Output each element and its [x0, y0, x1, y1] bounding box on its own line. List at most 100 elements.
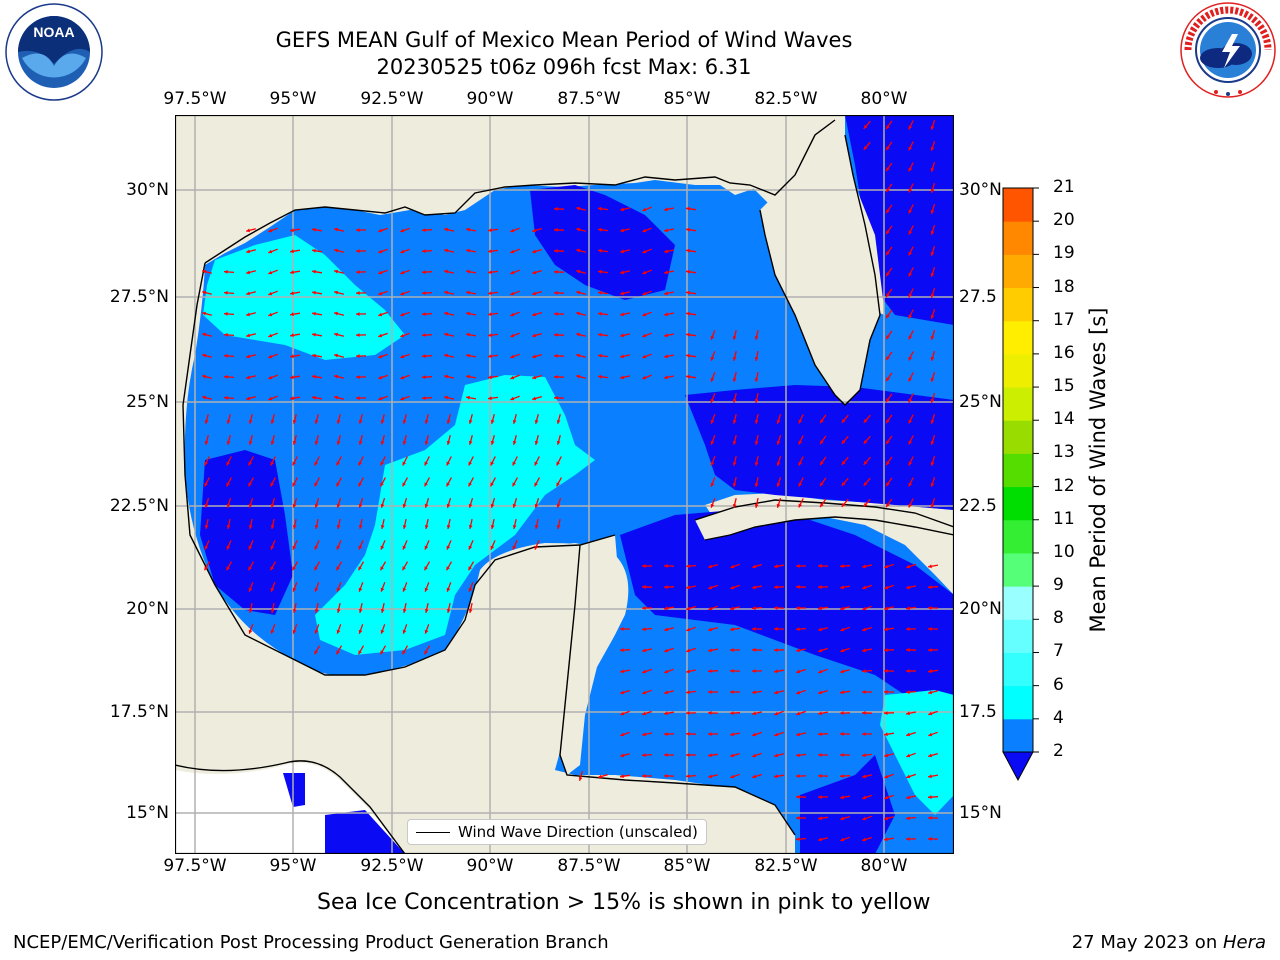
wind-wave-arrowhead — [402, 587, 407, 592]
wind-wave-arrowhead — [886, 230, 890, 235]
wind-wave-arrowhead — [358, 566, 362, 571]
wind-wave-arrowhead — [620, 354, 624, 359]
wind-wave-arrowhead — [798, 440, 803, 445]
wind-wave-arrowhead — [400, 291, 405, 296]
wind-wave-arrowhead — [906, 753, 911, 758]
wind-wave-arrowhead — [730, 711, 734, 715]
wind-wave-arrowhead — [886, 461, 890, 466]
wind-wave-arrowhead — [708, 627, 713, 632]
wind-wave-arrowhead — [886, 356, 890, 361]
wind-wave-arrowhead — [598, 290, 602, 295]
wind-wave-arrowhead — [292, 440, 297, 445]
wind-wave-arrowhead — [248, 482, 252, 487]
wind-wave-arrowhead — [202, 395, 206, 400]
wind-wave-arrowhead — [336, 482, 340, 487]
wind-wave-arrowhead — [466, 290, 470, 295]
wind-wave-arrowhead — [488, 291, 492, 296]
wind-wave-arrowhead — [886, 209, 890, 214]
wind-wave-arrowhead — [576, 269, 580, 274]
wind-wave-arrowhead — [796, 648, 800, 653]
wind-wave-arrowhead — [554, 396, 558, 400]
wind-wave-arrowhead — [752, 648, 756, 652]
wind-wave-arrowhead — [446, 482, 450, 487]
wind-wave-arrowhead — [686, 753, 690, 757]
wind-wave-arrowhead — [840, 711, 844, 715]
wind-wave-arrowhead — [886, 188, 890, 193]
wind-wave-arrowhead — [224, 354, 228, 358]
wind-wave-arrowhead — [312, 374, 316, 379]
wind-wave-arrowhead — [732, 483, 737, 487]
wind-wave-arrowhead — [202, 374, 206, 379]
wind-wave-arrowhead — [862, 564, 866, 569]
wind-wave-arrowhead — [664, 711, 668, 716]
wind-wave-arrowhead — [776, 461, 781, 466]
wind-wave-arrowhead — [686, 564, 690, 568]
wind-wave-arrowhead — [863, 481, 868, 486]
wind-wave-arrowhead — [444, 353, 448, 358]
wind-wave-arrowhead — [246, 312, 250, 317]
wind-wave-arrowhead — [380, 566, 384, 571]
wind-wave-arrowhead — [840, 732, 844, 736]
wind-wave-arrowhead — [818, 816, 822, 821]
wind-wave-arrowhead — [446, 609, 451, 613]
wind-wave-arrowhead — [268, 396, 273, 401]
colorbar-tick-label: 6 — [1053, 674, 1064, 695]
wind-wave-arrowhead — [664, 312, 668, 317]
wind-wave-arrowhead — [752, 690, 756, 695]
colorbar-segment — [1003, 652, 1033, 687]
wind-wave-arrowhead — [446, 587, 451, 592]
wind-wave-arrowhead — [468, 566, 472, 571]
wind-wave-arrowhead — [204, 420, 209, 424]
colorbar-tick-label: 19 — [1053, 243, 1075, 264]
lon-tick-top: 95°W — [269, 89, 317, 109]
wind-wave-arrowhead — [202, 332, 206, 337]
wind-wave-arrowhead — [906, 816, 910, 821]
wind-wave-arrowhead — [532, 375, 537, 380]
wind-wave-arrowhead — [358, 609, 363, 613]
wind-wave-arrowhead — [642, 333, 647, 338]
wind-wave-arrowhead — [356, 312, 360, 316]
wind-wave-arrowhead — [378, 270, 383, 275]
wind-wave-arrowhead — [334, 227, 338, 232]
wind-wave-arrowhead — [818, 795, 822, 799]
colorbar-tick-label: 14 — [1053, 409, 1075, 430]
wind-wave-arrowhead — [512, 440, 517, 445]
wind-wave-arrowhead — [862, 669, 866, 673]
wind-wave-arrowhead — [336, 545, 341, 550]
wind-wave-arrowhead — [928, 816, 932, 820]
wind-wave-arrowhead — [642, 291, 647, 296]
wind-wave-arrowhead — [798, 482, 803, 487]
wind-wave-arrowhead — [314, 566, 318, 571]
wind-wave-arrowhead — [818, 606, 822, 611]
wind-wave-arrowhead — [358, 503, 363, 508]
lat-tick-left: 15°N — [126, 803, 169, 823]
wind-wave-arrowhead — [840, 585, 844, 590]
wind-wave-arrowhead — [512, 545, 517, 550]
wind-wave-arrowhead — [204, 525, 209, 529]
wind-wave-arrowhead — [862, 585, 867, 590]
wind-wave-arrowhead — [862, 711, 866, 715]
wind-wave-arrowhead — [268, 375, 273, 380]
wind-wave-arrowhead — [754, 462, 759, 466]
wind-wave-arrowhead — [378, 354, 383, 359]
wind-wave-arrowhead — [556, 440, 561, 445]
wind-wave-arrowhead — [204, 440, 209, 445]
wind-wave-arrowhead — [424, 420, 429, 424]
wind-wave-arrowhead — [886, 272, 890, 277]
wind-wave-arrowhead — [424, 566, 428, 571]
wind-wave-arrowhead — [334, 311, 338, 316]
wind-wave-arrowhead — [334, 332, 338, 337]
wind-wave-arrowhead — [708, 732, 712, 736]
wind-wave-arrowhead — [400, 270, 405, 275]
wind-wave-arrowhead — [336, 440, 341, 445]
wind-wave-arrowhead — [268, 249, 273, 254]
wind-wave-arrowhead — [930, 461, 935, 466]
wind-wave-arrowhead — [730, 564, 735, 569]
wind-wave-arrowhead — [466, 269, 470, 274]
wind-wave-arrowhead — [468, 461, 472, 466]
wind-wave-arrowhead — [578, 776, 583, 781]
wind-wave-arrowhead — [930, 335, 935, 340]
wind-wave-arrowhead — [488, 396, 492, 401]
wind-wave-arrowhead — [380, 609, 385, 613]
wind-wave-arrowhead — [930, 377, 935, 382]
